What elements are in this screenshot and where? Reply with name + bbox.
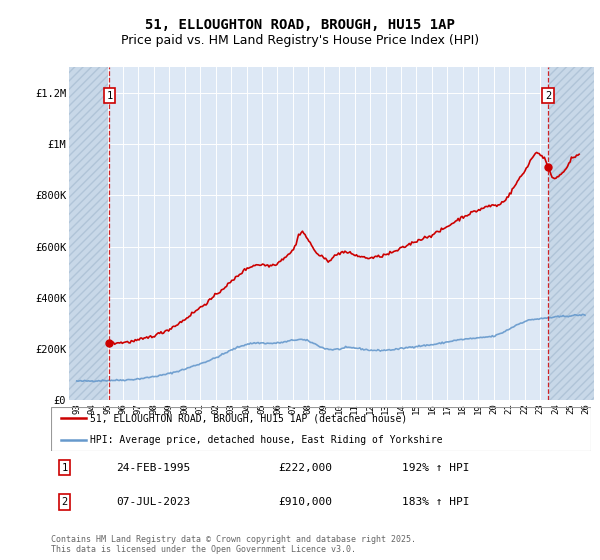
Text: 51, ELLOUGHTON ROAD, BROUGH, HU15 1AP (detached house): 51, ELLOUGHTON ROAD, BROUGH, HU15 1AP (d… — [90, 413, 407, 423]
Text: £910,000: £910,000 — [278, 497, 332, 507]
Text: 2: 2 — [61, 497, 68, 507]
Text: 1: 1 — [106, 91, 113, 101]
Text: £222,000: £222,000 — [278, 463, 332, 473]
Text: 51, ELLOUGHTON ROAD, BROUGH, HU15 1AP: 51, ELLOUGHTON ROAD, BROUGH, HU15 1AP — [145, 18, 455, 32]
Text: 2: 2 — [545, 91, 551, 101]
Text: Contains HM Land Registry data © Crown copyright and database right 2025.
This d: Contains HM Land Registry data © Crown c… — [51, 535, 416, 554]
Text: 24-FEB-1995: 24-FEB-1995 — [116, 463, 190, 473]
Bar — [69, 67, 109, 400]
Text: 183% ↑ HPI: 183% ↑ HPI — [402, 497, 470, 507]
Text: 1: 1 — [61, 463, 68, 473]
Bar — [549, 67, 594, 400]
Text: Price paid vs. HM Land Registry's House Price Index (HPI): Price paid vs. HM Land Registry's House … — [121, 34, 479, 47]
Text: HPI: Average price, detached house, East Riding of Yorkshire: HPI: Average price, detached house, East… — [90, 435, 442, 445]
Text: 192% ↑ HPI: 192% ↑ HPI — [402, 463, 470, 473]
Text: 07-JUL-2023: 07-JUL-2023 — [116, 497, 190, 507]
